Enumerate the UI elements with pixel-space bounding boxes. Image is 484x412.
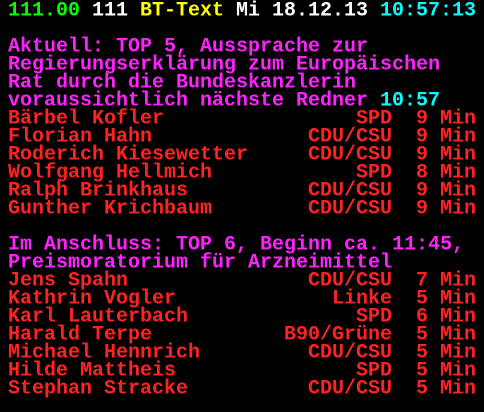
speaker-party: CDU/CSU: [308, 269, 392, 292]
speaker-party: CDU/CSU: [308, 179, 392, 202]
speaker-minutes: 9 Min: [416, 107, 476, 130]
speaker-name: Jens Spahn: [8, 269, 128, 292]
speaker-party: SPD: [356, 359, 392, 382]
heading-line: Preismoratorium für Arzneimittel: [8, 251, 392, 274]
speaker-party: Linke: [332, 287, 392, 310]
speaker-name: Kathrin Vogler: [8, 287, 176, 310]
speaker-party: CDU/CSU: [308, 125, 392, 148]
speaker-party: CDU/CSU: [308, 377, 392, 400]
speaker-party: CDU/CSU: [308, 341, 392, 364]
speaker-minutes: 9 Min: [416, 179, 476, 202]
header-date: 18.12.13: [272, 0, 368, 22]
header-time: 10:57:13: [380, 0, 476, 22]
speaker-party: CDU/CSU: [308, 143, 392, 166]
speaker-minutes: 5 Min: [416, 377, 476, 400]
speaker-name: Harald Terpe: [8, 323, 152, 346]
speaker-minutes: 5 Min: [416, 341, 476, 364]
speaker-party: B90/Grüne: [284, 323, 392, 346]
speaker-party: SPD: [356, 107, 392, 130]
heading-line: Aktuell: TOP 5, Aussprache zur: [8, 35, 368, 58]
speaker-minutes: 5 Min: [416, 287, 476, 310]
speaker-name: Ralph Brinkhaus: [8, 179, 188, 202]
speaker-name: Stephan Stracke: [8, 377, 188, 400]
speaker-party: CDU/CSU: [308, 197, 392, 220]
speaker-name: Hilde Mattheis: [8, 359, 176, 382]
speaker-name: Roderich Kiesewetter: [8, 143, 248, 166]
heading-line: Im Anschluss: TOP 6, Beginn ca. 11:45,: [8, 233, 464, 256]
speaker-minutes: 7 Min: [416, 269, 476, 292]
speaker-name: Michael Hennrich: [8, 341, 200, 364]
speaker-name: Wolfgang Hellmich: [8, 161, 212, 184]
heading-line: Regierungserklärung zum Europäischen: [8, 53, 440, 76]
speaker-party: SPD: [356, 161, 392, 184]
speaker-minutes: 9 Min: [416, 143, 476, 166]
speaker-name: Bärbel Kofler: [8, 107, 164, 130]
header-service: BT-Text: [140, 0, 224, 22]
speaker-name: Karl Lauterbach: [8, 305, 188, 328]
heading-line: voraussichtlich nächste Redner: [8, 89, 368, 112]
speaker-minutes: 9 Min: [416, 125, 476, 148]
header-page: 111.00: [8, 0, 80, 22]
speaker-name: Gunther Krichbaum: [8, 197, 212, 220]
heading-line: Rat durch die Bundeskanzlerin: [8, 71, 356, 94]
heading-time: 10:57: [380, 89, 440, 112]
speaker-name: Florian Hahn: [8, 125, 152, 148]
speaker-minutes: 8 Min: [416, 161, 476, 184]
speaker-party: SPD: [356, 305, 392, 328]
speaker-minutes: 5 Min: [416, 323, 476, 346]
header-subpage: 111: [92, 0, 128, 22]
speaker-minutes: 6 Min: [416, 305, 476, 328]
speaker-minutes: 5 Min: [416, 359, 476, 382]
speaker-minutes: 9 Min: [416, 197, 476, 220]
header-weekday: Mi: [236, 0, 260, 22]
